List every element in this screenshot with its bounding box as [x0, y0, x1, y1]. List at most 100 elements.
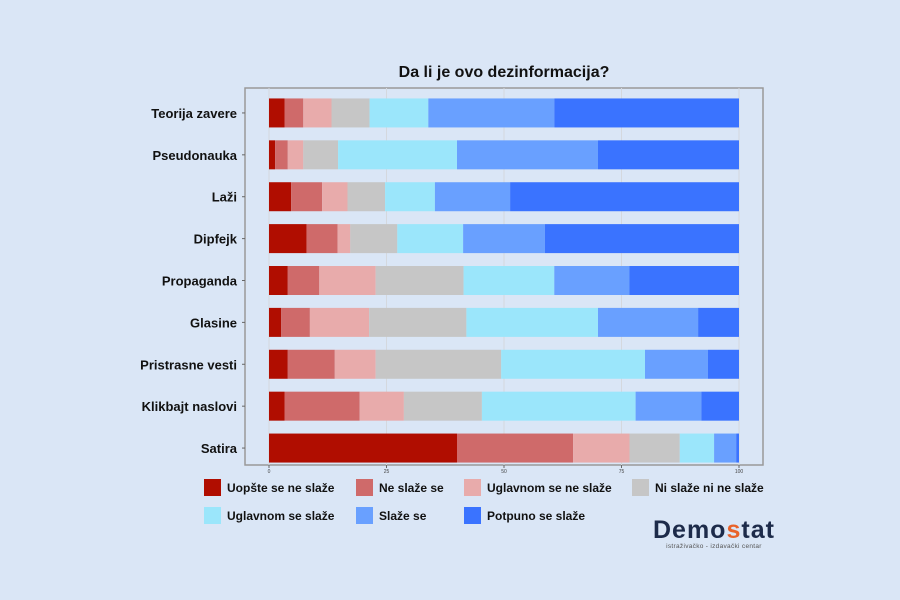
chart-title: Da li je ovo dezinformacija? — [398, 64, 610, 81]
bar-segment — [554, 266, 630, 295]
bar-segment — [481, 391, 636, 421]
y-tick-label: Glasine — [190, 315, 237, 330]
bar-segment — [287, 349, 335, 379]
bar-segment — [463, 224, 545, 254]
legend-item: Slaže se — [356, 507, 426, 524]
bar-segment — [269, 224, 307, 254]
bar-segment — [510, 182, 739, 212]
bar-segment — [269, 98, 285, 128]
logo-tagline: istraživačko - izdavački centar — [666, 543, 762, 550]
bar-segment — [463, 266, 555, 295]
demostat-logo: Demostat istraživačko - izdavački centar — [653, 517, 775, 550]
bar-segment — [269, 391, 285, 421]
legend-label: Potpuno se slaže — [487, 508, 586, 523]
bar-segment — [269, 140, 276, 170]
bar-segment — [698, 307, 739, 337]
y-tick-label: Klikbajt naslovi — [142, 399, 237, 414]
bar-segment — [269, 307, 282, 337]
bar-segment — [645, 349, 708, 379]
bar-segment — [269, 182, 292, 212]
legend-swatch — [204, 479, 221, 496]
bar-segment — [679, 433, 715, 463]
bar-segment — [275, 140, 288, 170]
bar-segment — [434, 182, 511, 212]
legend-swatch — [204, 507, 221, 524]
x-tick-label: 25 — [384, 469, 390, 475]
legend-item: Potpuno se slaže — [464, 507, 585, 524]
legend-swatch — [464, 507, 481, 524]
bar-segment — [303, 140, 339, 170]
bar-segment — [359, 391, 404, 421]
bar-segment — [287, 266, 320, 295]
bar-segment — [403, 391, 482, 421]
bar-segment — [598, 307, 699, 337]
bar-segment — [347, 182, 386, 212]
y-tick-label: Pseudonauka — [152, 148, 237, 163]
bar-segment — [375, 349, 502, 379]
bar-segment — [598, 140, 739, 170]
bar-segment — [291, 182, 323, 212]
bar-segment — [269, 433, 457, 463]
y-tick-label: Propaganda — [162, 274, 238, 289]
x-tick-label: 0 — [268, 469, 271, 475]
bar-segment — [701, 391, 739, 421]
logo-text: s — [726, 516, 742, 544]
logo-text: Demo — [653, 516, 727, 544]
legend-swatch — [356, 479, 373, 496]
bar-segment — [322, 182, 348, 212]
legend-label: Uglavnom se slaže — [227, 508, 335, 523]
bar-segment — [306, 224, 338, 254]
bar-segment — [337, 224, 351, 254]
bar-segment — [554, 98, 739, 128]
logo-text: tat — [741, 516, 775, 544]
bar-segment — [375, 266, 464, 295]
bar-segment — [629, 266, 739, 295]
legend-label: Slaže se — [379, 508, 427, 523]
bar-segment — [736, 433, 739, 463]
bar-segment — [331, 98, 370, 128]
bar-segment — [629, 433, 680, 463]
bar-segment — [707, 349, 739, 379]
legend-item: Ni slaže ni ne slaže — [632, 479, 764, 496]
bar-segment — [338, 140, 457, 170]
legend-item: Uglavnom se slaže — [204, 507, 334, 524]
legend-item: Uopšte se ne slaže — [204, 479, 334, 496]
x-tick-label: 75 — [619, 469, 625, 475]
y-tick-label: Pristrasne vesti — [140, 357, 237, 372]
bar-segment — [544, 224, 739, 254]
legend-item: Ne slaže se — [356, 479, 444, 496]
bar-segment — [466, 307, 598, 337]
y-tick-label: Laži — [212, 190, 237, 205]
bar-segment — [287, 140, 304, 170]
bar-segment — [457, 140, 598, 170]
bar-segment — [269, 349, 288, 379]
bar-segment — [457, 433, 574, 463]
x-tick-label: 100 — [735, 469, 744, 475]
y-tick-label: Teorija zavere — [151, 106, 237, 121]
bar-segment — [281, 307, 310, 337]
legend-swatch — [356, 507, 373, 524]
bar-segment — [385, 182, 435, 212]
bar-segment — [369, 307, 467, 337]
bar-segment — [397, 224, 464, 254]
bar-segment — [334, 349, 376, 379]
legend-label: Ne slaže se — [379, 480, 444, 495]
legend-swatch — [464, 479, 481, 496]
y-tick-label: Dipfejk — [194, 232, 238, 247]
legend-label: Uopšte se ne slaže — [227, 480, 335, 495]
bar-segment — [369, 98, 429, 128]
x-tick-label: 50 — [501, 469, 507, 475]
bar-segment — [635, 391, 702, 421]
legend-label: Ni slaže ni ne slaže — [655, 480, 764, 495]
bar-segment — [350, 224, 398, 254]
bar-segment — [573, 433, 630, 463]
bar-segment — [319, 266, 376, 295]
bar-segment — [309, 307, 370, 337]
bar-segment — [269, 266, 288, 295]
bar-segment — [428, 98, 555, 128]
legend-label: Uglavnom se ne slaže — [487, 480, 612, 495]
bar-segment — [714, 433, 737, 463]
bar-segment — [284, 98, 304, 128]
bar-segment — [501, 349, 645, 379]
